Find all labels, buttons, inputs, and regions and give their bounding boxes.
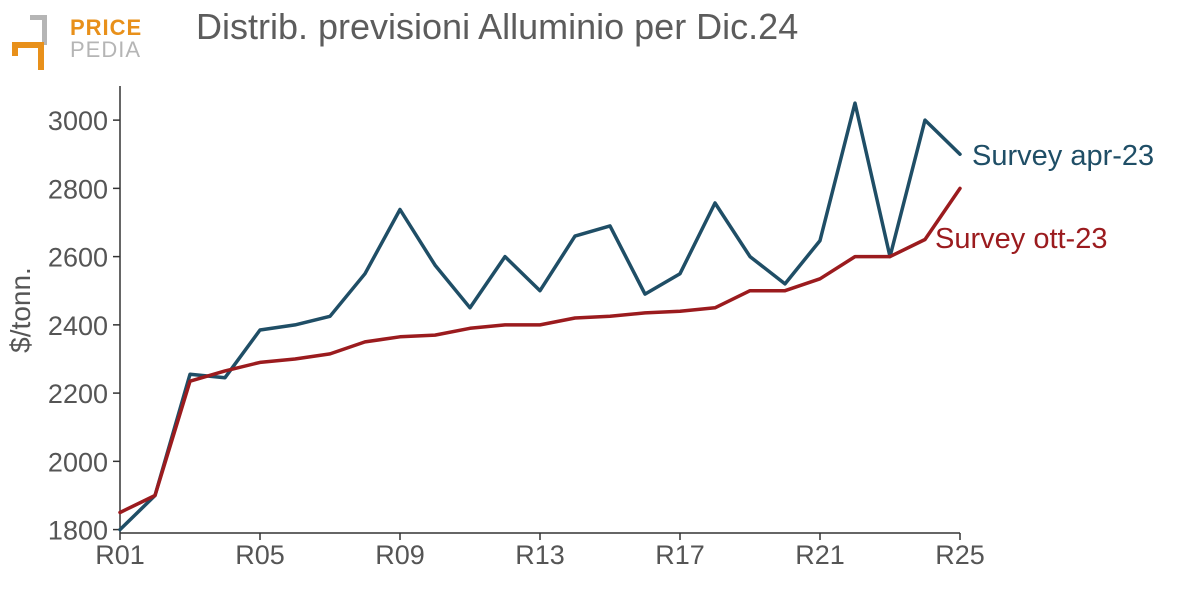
y-tick-label: 2000: [48, 447, 108, 477]
series-layer: [118, 101, 962, 532]
y-tick-label: 2200: [48, 379, 108, 409]
y-ticks: 1800 2000 2200 2400 2600 2800 3000: [48, 106, 120, 546]
x-tick-label: R01: [95, 540, 145, 570]
logo-text-price: PRICE: [70, 15, 142, 40]
x-ticks: R01 R05 R09 R13 R17 R21 R25: [95, 533, 985, 570]
x-tick-label: R25: [935, 540, 985, 570]
series-label-1: Survey ott-23: [935, 223, 1107, 255]
axes: [119, 86, 960, 534]
series-line-0: [118, 101, 962, 532]
pricepedia-logo: PRICE PEDIA: [12, 15, 142, 70]
y-axis-label: $/tonn.: [5, 267, 36, 353]
y-tick-label: 1800: [48, 516, 108, 546]
x-tick-label: R13: [515, 540, 565, 570]
series-label-0: Survey apr-23: [972, 140, 1154, 172]
y-tick-label: 2800: [48, 174, 108, 204]
logo-mark-orange-top: [12, 42, 44, 48]
logo-mark-orange-right: [38, 42, 44, 70]
x-tick-label: R21: [795, 540, 845, 570]
x-tick-label: R17: [655, 540, 705, 570]
y-tick-label: 2400: [48, 311, 108, 341]
x-tick-label: R05: [235, 540, 285, 570]
series-line-1: [118, 186, 962, 515]
logo-mark-grey-side: [42, 15, 47, 45]
x-tick-label: R09: [375, 540, 425, 570]
series-labels: Survey apr-23 Survey ott-23: [935, 140, 1154, 255]
y-tick-label: 2600: [48, 243, 108, 273]
logo-text-pedia: PEDIA: [70, 37, 141, 62]
logo-mark-orange-left: [12, 42, 18, 56]
logo-mark-grey-top: [30, 15, 47, 20]
y-tick-label: 3000: [48, 106, 108, 136]
chart-title: Distrib. previsioni Alluminio per Dic.24: [196, 6, 798, 47]
